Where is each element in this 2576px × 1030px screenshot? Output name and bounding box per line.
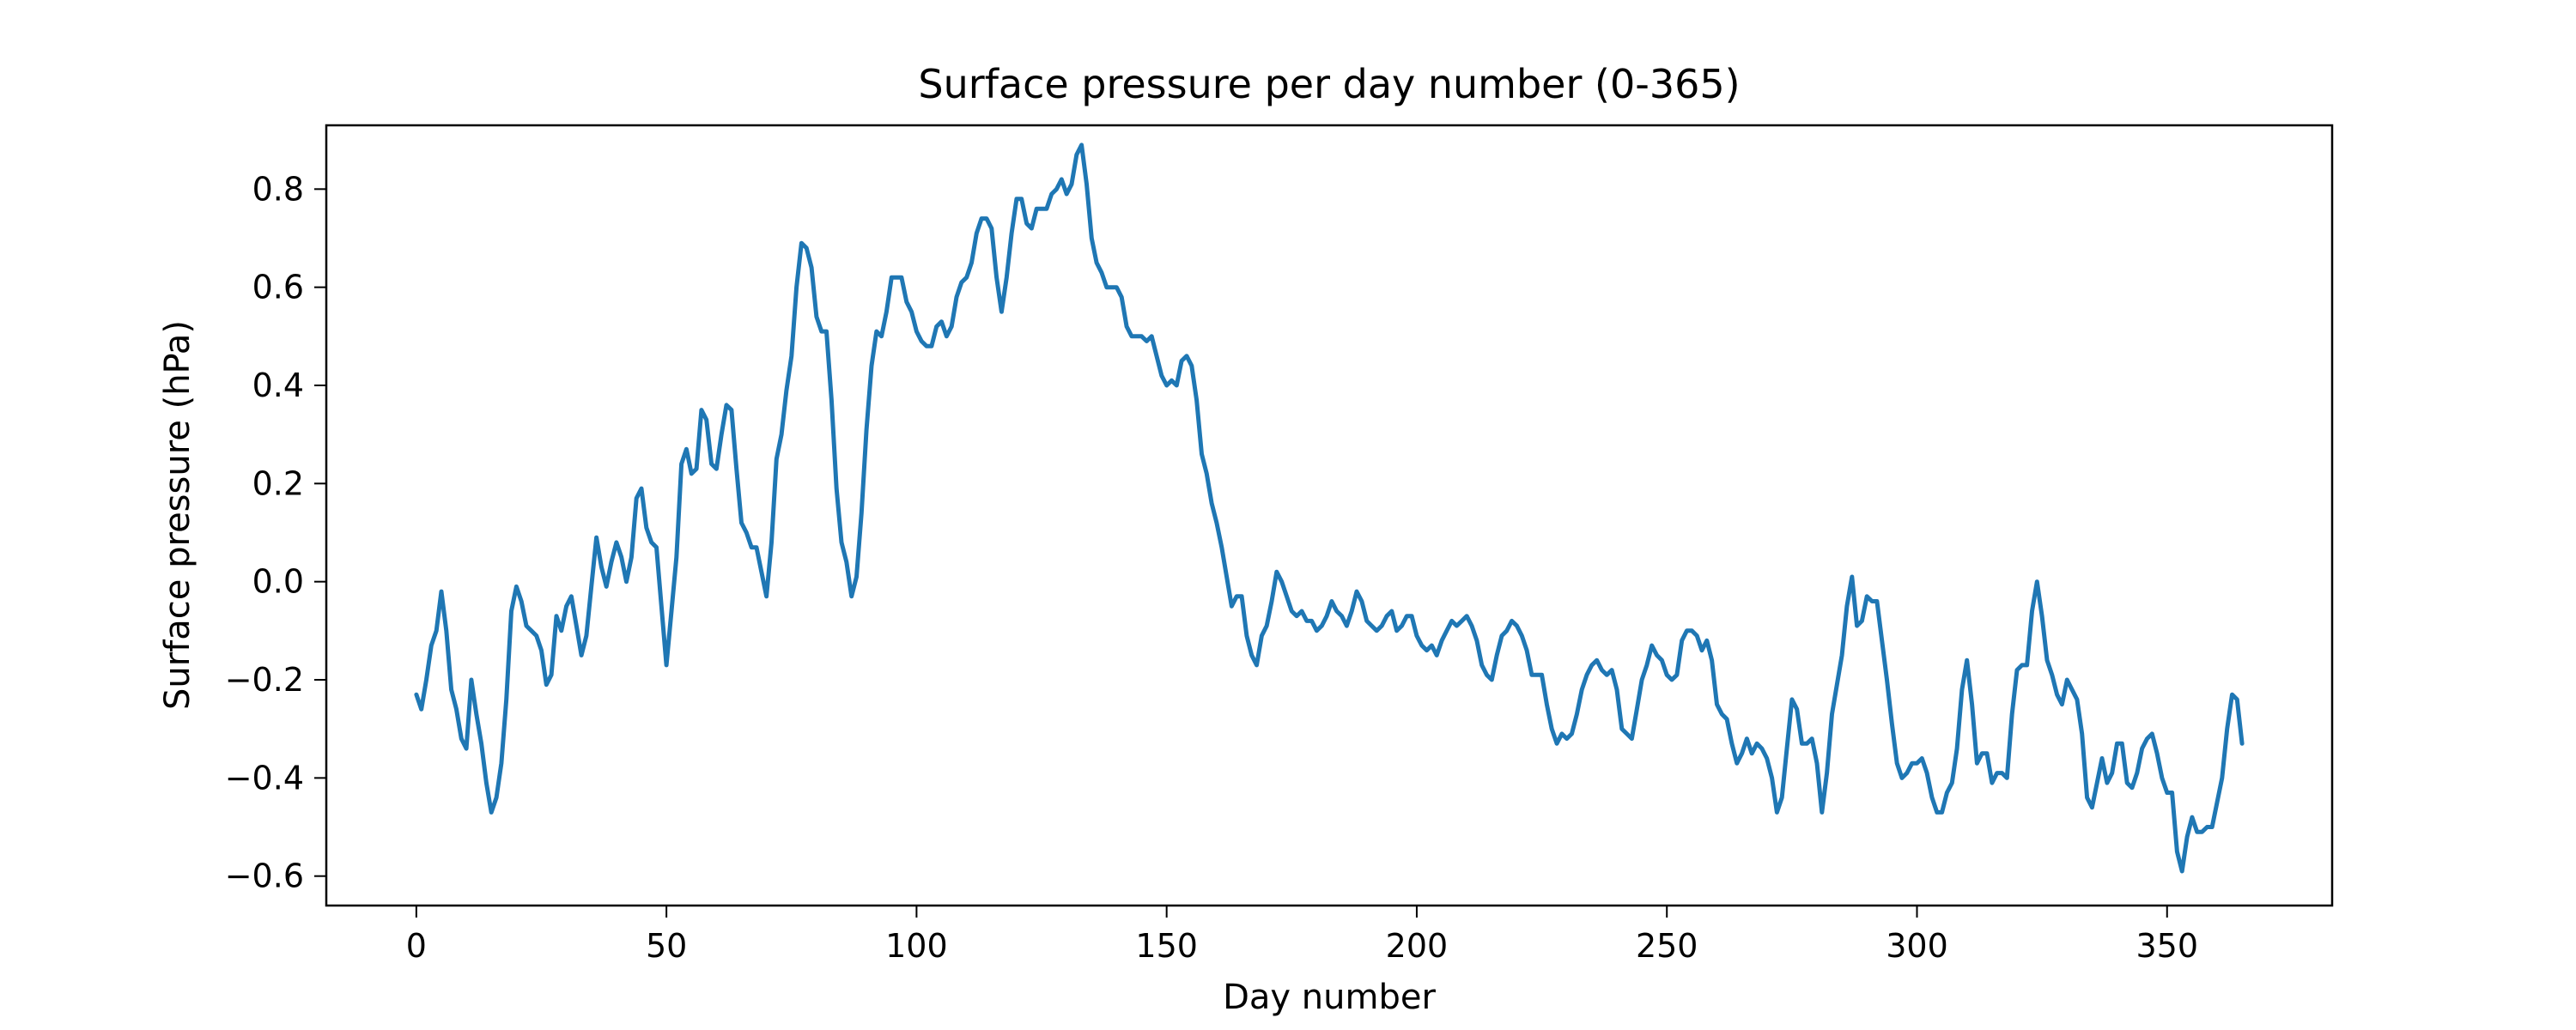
y-tick-label: −0.2 bbox=[225, 661, 304, 699]
x-tick-label: 300 bbox=[1886, 927, 1948, 965]
y-tick-label: −0.4 bbox=[225, 759, 304, 797]
x-axis-label: Day number bbox=[1223, 978, 1436, 1017]
x-tick-label: 150 bbox=[1135, 927, 1198, 965]
x-tick-label: 0 bbox=[406, 927, 427, 965]
y-tick-label: 0.0 bbox=[252, 563, 304, 601]
chart-title: Surface pressure per day number (0-365) bbox=[918, 61, 1740, 107]
plot-area-frame bbox=[325, 124, 2334, 907]
y-axis-label: Surface pressure (hPa) bbox=[158, 320, 197, 710]
y-axis-ticks: −0.6 −0.4 −0.2 0.0 0.2 0.4 0.6 0.8 bbox=[225, 170, 326, 895]
x-tick-label: 350 bbox=[2136, 927, 2198, 965]
x-tick-label: 250 bbox=[1636, 927, 1698, 965]
y-tick-label: −0.6 bbox=[225, 857, 304, 895]
x-tick-label: 200 bbox=[1386, 927, 1449, 965]
series-line bbox=[414, 142, 2245, 874]
y-tick-label: 0.4 bbox=[252, 367, 304, 404]
x-axis-ticks: 0 50 100 150 200 250 300 350 bbox=[406, 906, 2198, 965]
x-tick-label: 100 bbox=[885, 927, 948, 965]
y-tick-label: 0.8 bbox=[252, 170, 304, 208]
y-tick-label: 0.6 bbox=[252, 269, 304, 306]
x-tick-label: 50 bbox=[646, 927, 687, 965]
y-tick-label: 0.2 bbox=[252, 464, 304, 502]
